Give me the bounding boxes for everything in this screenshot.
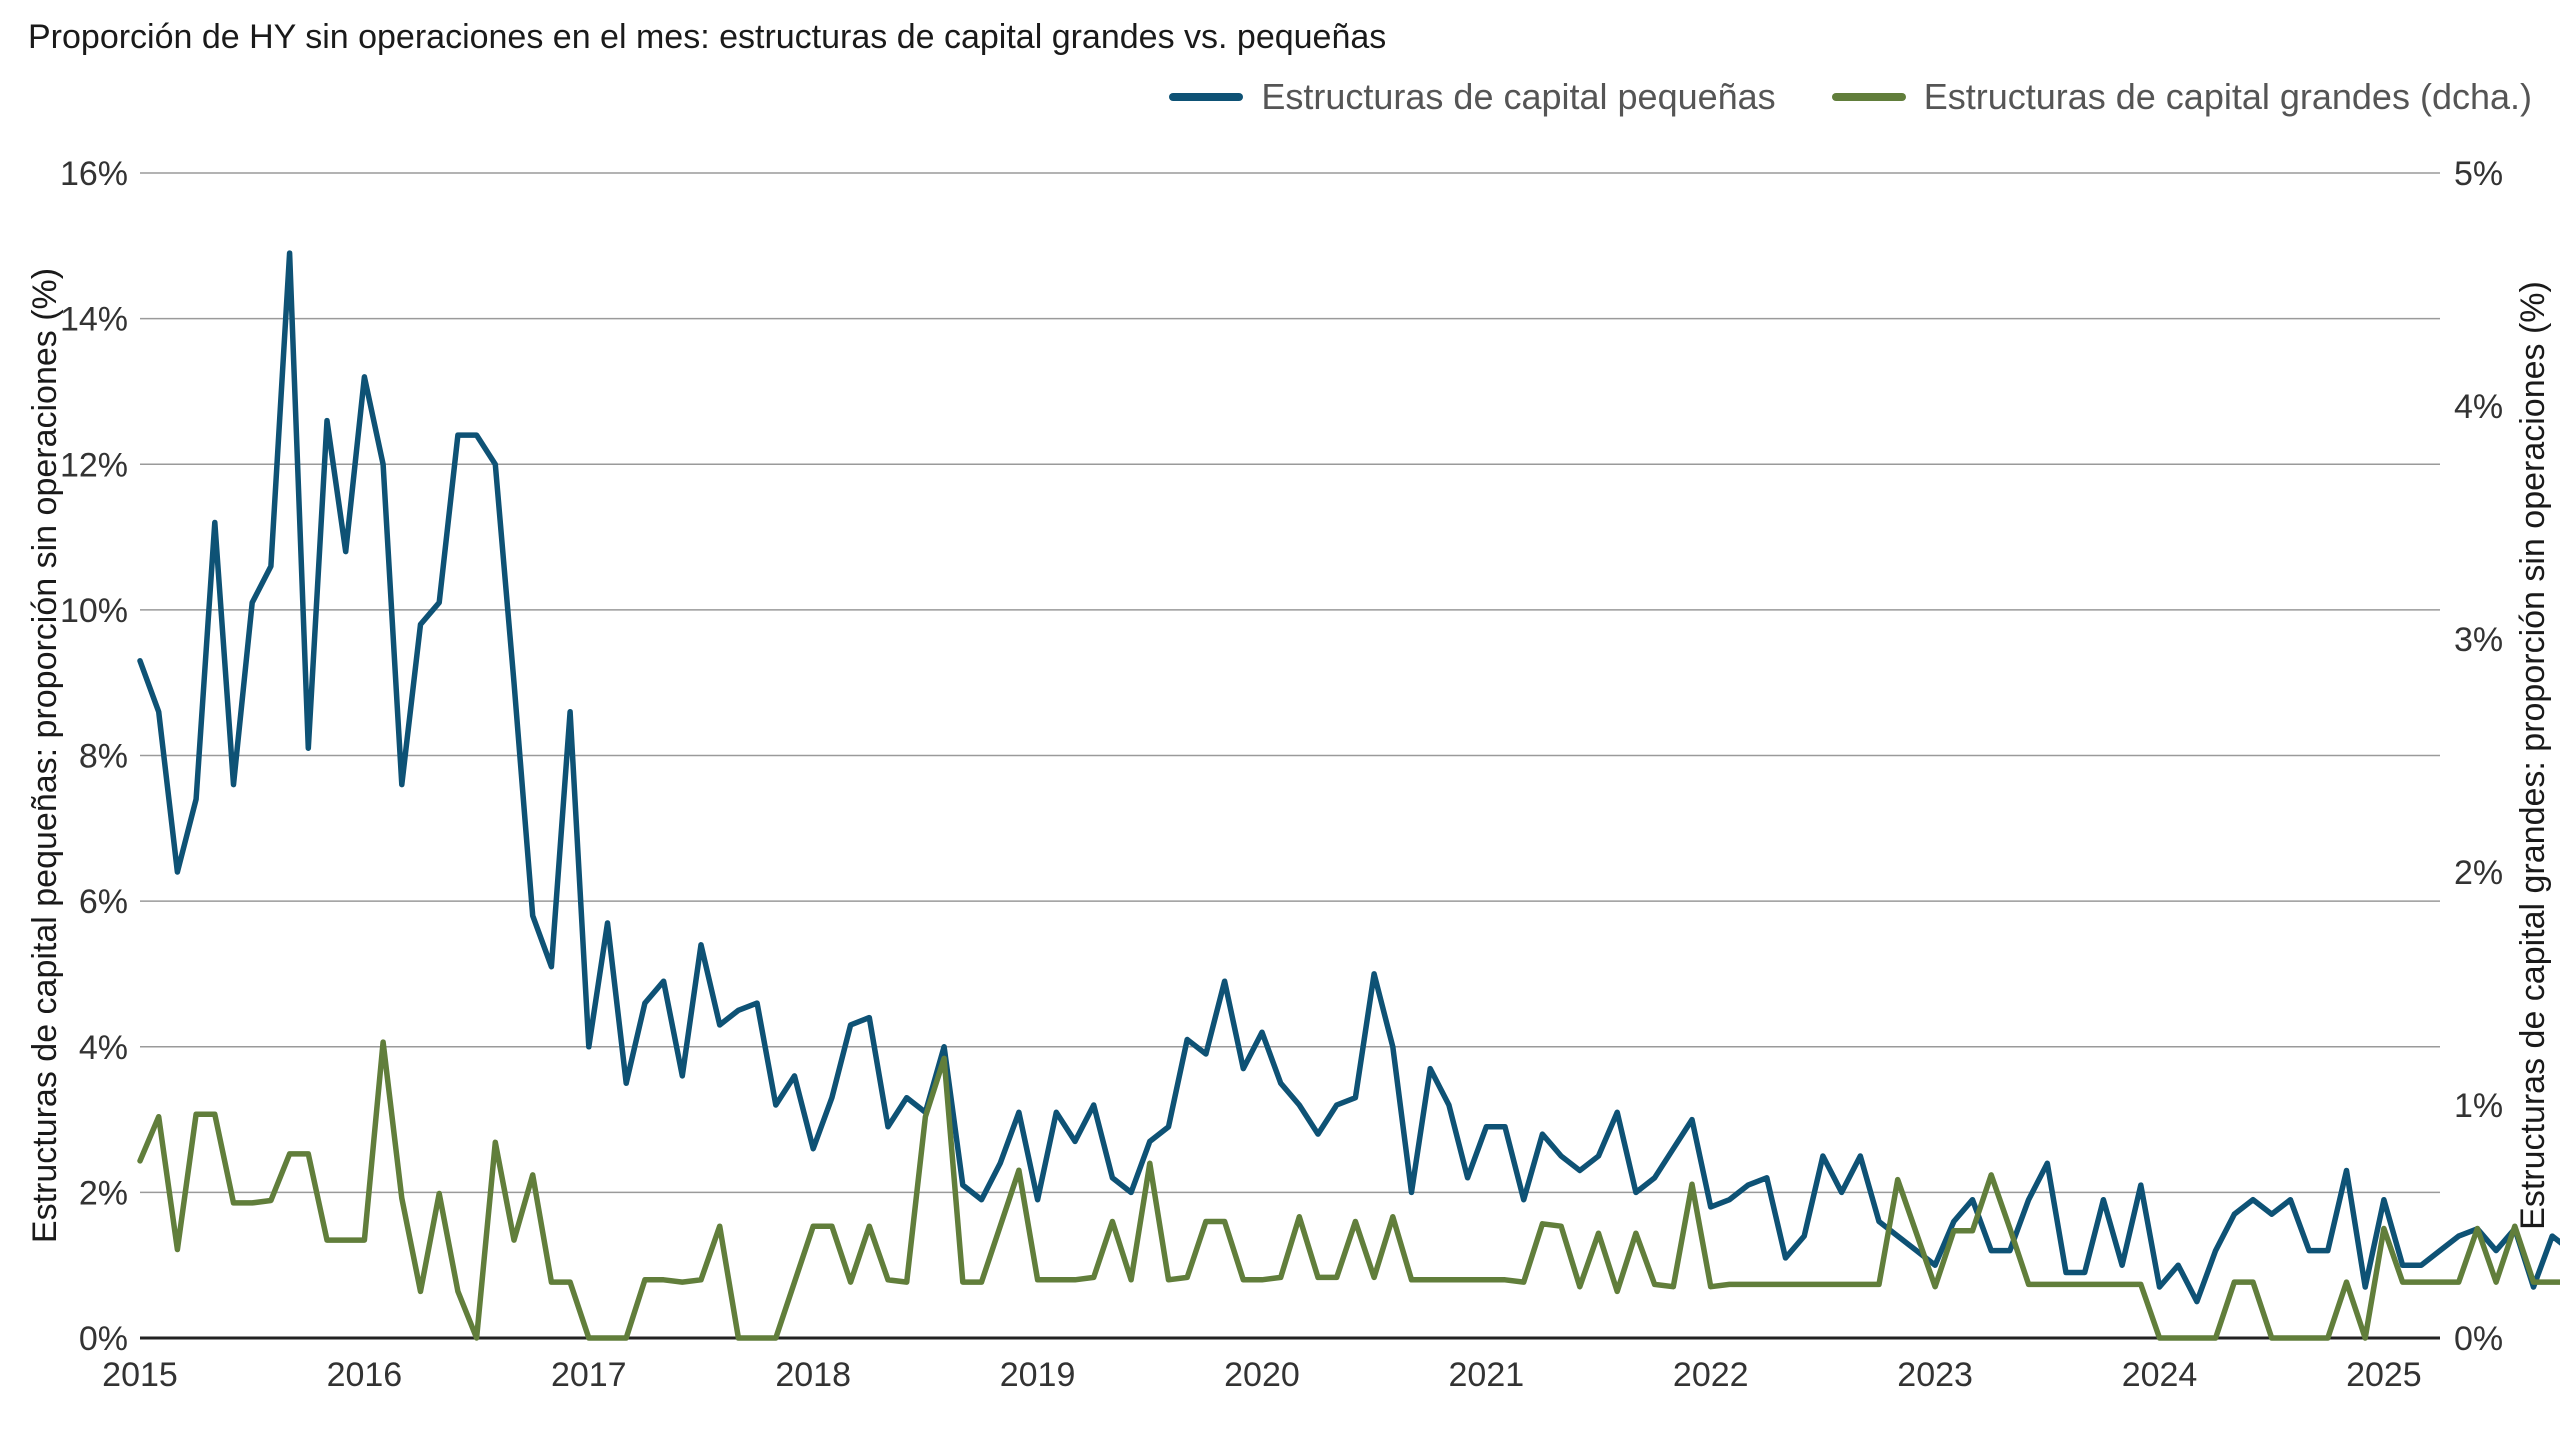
x-tick-label: 2017 [551,1356,627,1394]
y-left-tick-label: 16% [60,155,128,193]
legend-item-small: Estructuras de capital pequeñas [1169,76,1776,118]
legend: Estructuras de capital pequeñas Estructu… [1169,76,2532,118]
x-tick-label: 2022 [1673,1356,1749,1394]
x-tick-label: 2024 [2122,1356,2198,1394]
y-left-tick-label: 12% [60,446,128,484]
legend-item-large: Estructuras de capital grandes (dcha.) [1831,76,2532,118]
y-right-tick-label: 0% [2454,1320,2503,1358]
x-tick-label: 2020 [1224,1356,1300,1394]
x-tick-label: 2018 [775,1356,851,1394]
x-tick-label: 2016 [327,1356,403,1394]
x-tick-label: 2015 [102,1356,178,1394]
legend-label-small: Estructuras de capital pequeñas [1261,76,1776,117]
y-left-tick-label: 10% [60,592,128,630]
y-left-tick-label: 2% [79,1174,128,1212]
y-right-tick-label: 2% [2454,854,2503,892]
x-tick-label: 2021 [1449,1356,1525,1394]
x-tick-label: 2019 [1000,1356,1076,1394]
y-right-tick-label: 4% [2454,388,2503,426]
y-left-tick-label: 0% [79,1320,128,1358]
y-left-tick-label: 14% [60,301,128,339]
y-left-tick-label: 6% [79,883,128,921]
y-left-tick-label: 4% [79,1029,128,1067]
y-right-tick-label: 5% [2454,155,2503,193]
x-tick-label: 2025 [2346,1356,2422,1394]
y-right-tick-label: 3% [2454,621,2503,659]
series-line-large [137,1039,2560,1341]
y-right-tick-label: 1% [2454,1087,2503,1125]
x-tick-label: 2023 [1897,1356,1973,1394]
series-line-small [137,250,2560,1305]
legend-label-large: Estructuras de capital grandes (dcha.) [1923,76,2532,117]
y-right-axis-title: Estructuras de capital grandes: proporci… [2514,281,2552,1230]
legend-swatch-small [1169,93,1244,101]
y-left-tick-label: 8% [79,738,128,776]
legend-swatch-large [1831,93,1906,101]
chart-title: Proporción de HY sin operaciones en el m… [28,18,1387,56]
y-left-axis-title: Estructuras de capital pequeñas: proporc… [26,268,64,1243]
